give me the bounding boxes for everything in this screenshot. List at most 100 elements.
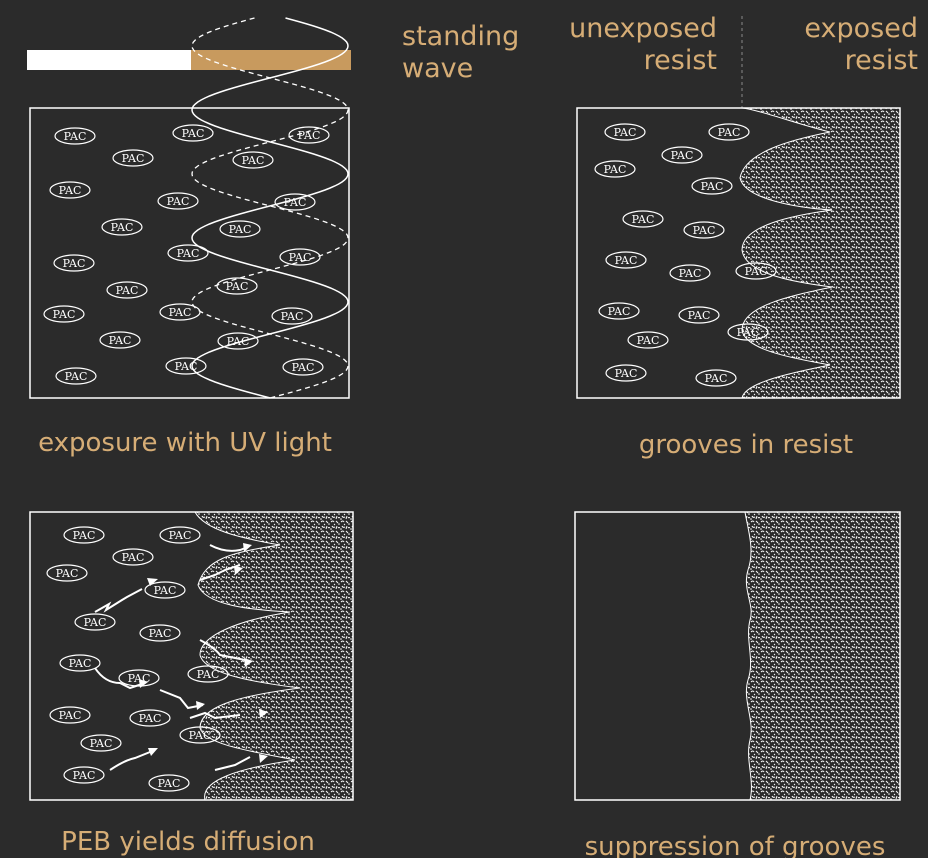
pac-label: PAC bbox=[688, 309, 711, 322]
pac-label: PAC bbox=[718, 126, 741, 139]
pac-label: PAC bbox=[608, 305, 631, 318]
pac-label: PAC bbox=[167, 195, 190, 208]
pac-molecule: PAC bbox=[627, 331, 669, 349]
pac-molecule: PAC bbox=[217, 332, 259, 350]
pac-molecule: PAC bbox=[159, 526, 201, 544]
resist-box-suppression bbox=[574, 511, 901, 801]
pac-molecule: PAC bbox=[661, 146, 703, 164]
exposed-resist-label: exposed bbox=[804, 13, 918, 44]
pac-molecule: PAC bbox=[118, 669, 160, 687]
panel-exposure: PAC PAC PAC PAC PAC PAC PAC PAC PAC PAC PAC PAC PAC P… bbox=[29, 17, 350, 399]
pac-label: PAC bbox=[65, 370, 88, 383]
pac-molecule: PAC bbox=[106, 281, 148, 299]
exposed-region bbox=[739, 107, 901, 399]
pac-molecule: PAC bbox=[129, 709, 171, 727]
pac-molecule: PAC bbox=[148, 774, 190, 792]
pac-label: PAC bbox=[84, 616, 107, 629]
pac-molecule: PAC bbox=[157, 192, 199, 210]
pac-label: PAC bbox=[111, 221, 134, 234]
pac-molecule: PAC bbox=[598, 302, 640, 320]
standing-wave-label-line2: wave bbox=[402, 53, 473, 84]
pac-label: PAC bbox=[69, 657, 92, 670]
pac-molecule: PAC bbox=[46, 564, 88, 582]
pac-label: PAC bbox=[284, 196, 307, 209]
pac-molecule: PAC bbox=[99, 331, 141, 349]
pac-molecule: PAC bbox=[172, 124, 214, 142]
unexposed-resist-label: unexposed bbox=[569, 13, 717, 44]
pac-label: PAC bbox=[109, 334, 132, 347]
pac-molecule: PAC bbox=[49, 181, 91, 199]
exposed-resist-label-line2: resist bbox=[845, 45, 918, 76]
wave-intensity-bar bbox=[27, 50, 351, 70]
pac-label: PAC bbox=[292, 361, 315, 374]
exposed-region-smooth bbox=[744, 511, 901, 801]
pac-label: PAC bbox=[632, 213, 655, 226]
pac-molecule: PAC bbox=[54, 127, 96, 145]
pac-label: PAC bbox=[59, 709, 82, 722]
pac-molecule: PAC bbox=[288, 126, 330, 144]
standing-wave bbox=[191, 17, 349, 399]
pac-molecule: PAC bbox=[271, 307, 313, 325]
pac-molecule: PAC bbox=[695, 369, 737, 387]
pac-label: PAC bbox=[737, 326, 760, 339]
pac-molecule: PAC bbox=[669, 264, 711, 282]
pac-label: PAC bbox=[189, 729, 212, 742]
pac-label: PAC bbox=[615, 254, 638, 267]
wave-solid-line bbox=[191, 17, 349, 399]
pac-label: PAC bbox=[53, 308, 76, 321]
pac-label: PAC bbox=[122, 152, 145, 165]
resist-box-peb bbox=[29, 511, 354, 801]
caption-exposure: exposure with UV light bbox=[38, 428, 332, 458]
pac-molecule: PAC bbox=[53, 254, 95, 272]
pac-molecule: PAC bbox=[112, 548, 154, 566]
caption-peb: PEB yields diffusion bbox=[61, 827, 315, 857]
diffusion-arrows bbox=[94, 544, 251, 771]
pac-label: PAC bbox=[149, 627, 172, 640]
pac-molecule: PAC bbox=[63, 526, 105, 544]
pac-molecule: PAC bbox=[282, 358, 324, 376]
pac-molecule: PAC bbox=[167, 244, 209, 262]
pac-molecule: PAC bbox=[622, 210, 664, 228]
pac-label: PAC bbox=[679, 267, 702, 280]
pac-label: PAC bbox=[63, 257, 86, 270]
pac-molecule: PAC bbox=[112, 149, 154, 167]
pac-molecule: PAC bbox=[279, 248, 321, 266]
pac-molecule: PAC bbox=[59, 654, 101, 672]
pac-molecule: PAC bbox=[604, 123, 646, 141]
panel-peb: PAC PAC PAC PAC PAC PAC PAC PAC PAC PAC PAC PAC PAC P… bbox=[29, 511, 354, 801]
pac-label: PAC bbox=[615, 367, 638, 380]
pac-label: PAC bbox=[614, 126, 637, 139]
pac-label: PAC bbox=[289, 251, 312, 264]
pac-molecule: PAC bbox=[691, 177, 733, 195]
pac-molecule: PAC bbox=[43, 305, 85, 323]
pac-label: PAC bbox=[73, 769, 96, 782]
pac-label: PAC bbox=[745, 265, 768, 278]
pac-label: PAC bbox=[281, 310, 304, 323]
resist-box bbox=[29, 107, 350, 399]
panel-suppression bbox=[574, 511, 901, 801]
pac-molecule: PAC bbox=[144, 581, 186, 599]
pac-molecule: PAC bbox=[708, 123, 750, 141]
pac-molecule: PAC bbox=[74, 613, 116, 631]
pac-molecule: PAC bbox=[605, 364, 647, 382]
pac-label: PAC bbox=[169, 529, 192, 542]
pac-molecule: PAC bbox=[683, 221, 725, 239]
pac-label: PAC bbox=[693, 224, 716, 237]
pac-molecule: PAC bbox=[727, 323, 769, 341]
pac-label: PAC bbox=[175, 360, 198, 373]
caption-grooves: grooves in resist bbox=[639, 430, 853, 460]
pac-label: PAC bbox=[705, 372, 728, 385]
pac-label: PAC bbox=[637, 334, 660, 347]
pac-label: PAC bbox=[169, 306, 192, 319]
pac-label: PAC bbox=[298, 129, 321, 142]
pac-label: PAC bbox=[229, 223, 252, 236]
pac-molecule: PAC bbox=[101, 218, 143, 236]
pac-molecule: PAC bbox=[49, 706, 91, 724]
pac-molecule: PAC bbox=[165, 357, 207, 375]
panel-grooves: PAC PAC PAC PAC PAC PAC PAC PAC PAC PAC PAC PAC PAC P… bbox=[576, 107, 901, 399]
pac-molecule: PAC bbox=[80, 734, 122, 752]
pac-label: PAC bbox=[242, 154, 265, 167]
pac-label: PAC bbox=[64, 130, 87, 143]
pac-label: PAC bbox=[56, 567, 79, 580]
